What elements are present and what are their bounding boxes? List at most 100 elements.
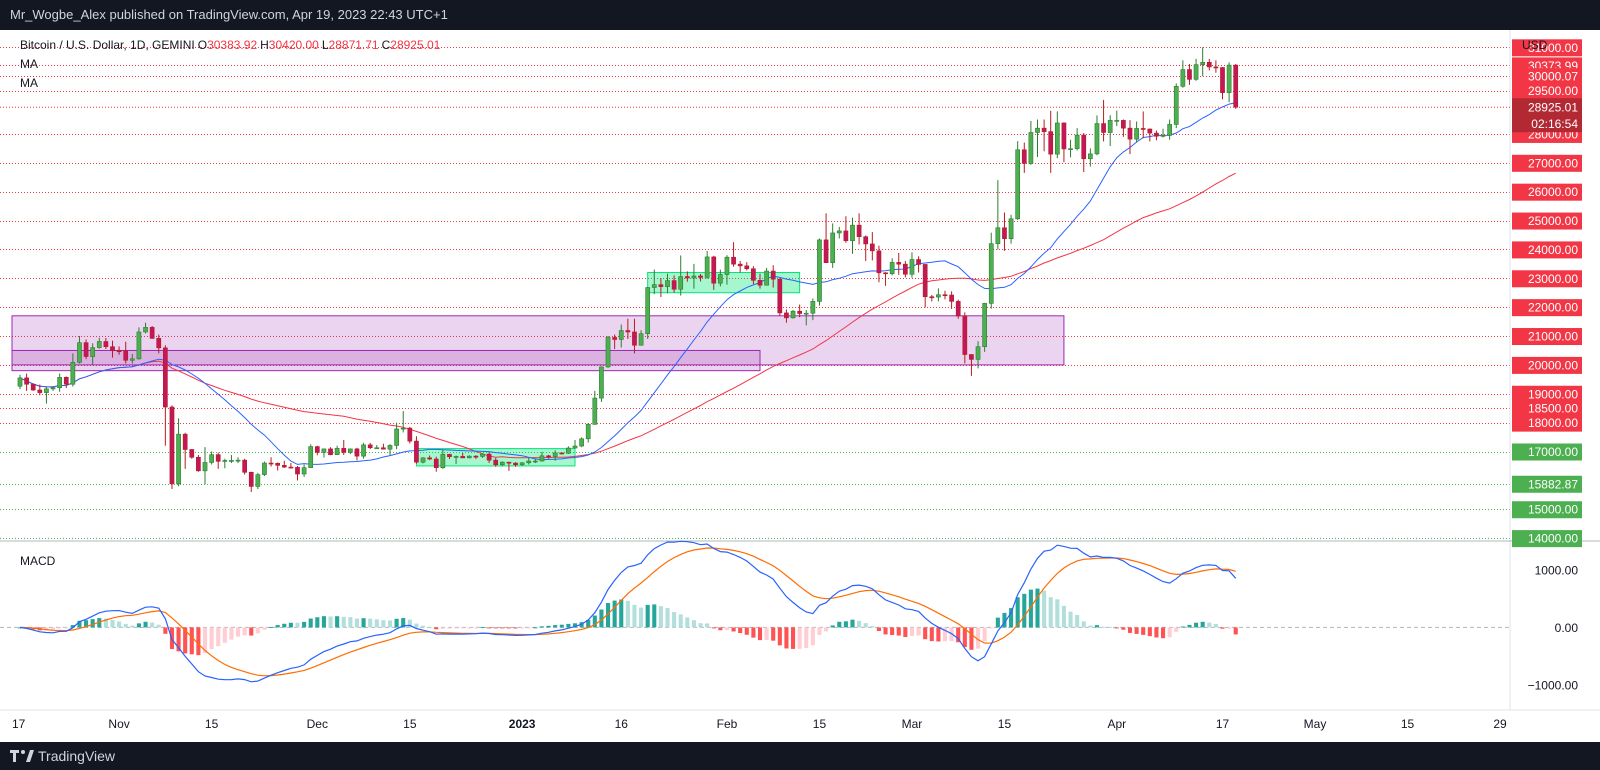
macd-histogram-bar: [923, 627, 928, 640]
candle: [394, 422, 399, 450]
candle: [539, 451, 545, 462]
candle: [922, 264, 928, 308]
candle-body: [486, 453, 492, 461]
macd-histogram-bar: [553, 625, 558, 628]
candle-body: [982, 303, 987, 348]
macd-histogram-bar: [1088, 625, 1093, 628]
macd-histogram-bar: [368, 618, 373, 628]
macd-histogram-bar: [876, 627, 881, 632]
candle: [281, 460, 287, 468]
macd-histogram-bar: [705, 623, 710, 628]
candle-body: [1206, 62, 1212, 68]
macd-histogram-bar: [328, 616, 333, 628]
candle: [737, 260, 743, 273]
candle-body: [493, 459, 499, 466]
legend: Bitcoin / U.S. Dollar, 1D, GEMINI O30383.…: [20, 38, 1548, 568]
candle-body: [810, 301, 816, 314]
macd-histogram-bar: [883, 627, 888, 635]
candle-body: [440, 454, 446, 468]
candle-body: [1114, 120, 1120, 122]
candle: [57, 373, 62, 392]
candle: [268, 457, 274, 467]
macd-histogram-bar: [196, 627, 201, 656]
candle-body: [407, 427, 413, 442]
red-price-label: 22000.00: [1512, 299, 1582, 317]
macd-histogram-bar: [295, 622, 300, 628]
candle: [202, 447, 208, 485]
candle-body: [618, 330, 624, 340]
macd-histogram-bar: [639, 607, 644, 628]
macd-histogram-bar: [235, 627, 241, 637]
legend-symbol[interactable]: Bitcoin / U.S. Dollar, 1D, GEMINI O30383.…: [20, 38, 441, 52]
candle: [129, 353, 135, 364]
zone-boxes: [11, 272, 1065, 467]
candle: [777, 278, 783, 316]
candle: [869, 232, 875, 261]
candle-body: [215, 454, 221, 462]
price-chart[interactable]: 31000.0030373.9930000.0729500.0028000.00…: [0, 30, 1600, 742]
macd-histogram-bar: [440, 627, 445, 629]
currency-label[interactable]: USD: [1522, 38, 1548, 52]
moving-averages: [19, 102, 1236, 465]
time-axis[interactable]: 17 Nov 15 Dec 15 2023 16 Feb 15 Mar 15 Apr 17 May 15 29: [12, 717, 1507, 731]
macd-histogram-bar: [1180, 626, 1185, 628]
macd-histogram-bar: [341, 616, 346, 628]
candle-body: [255, 474, 261, 487]
candle: [533, 458, 538, 464]
candle: [1167, 119, 1172, 140]
candle: [632, 318, 637, 354]
macd-histogram-bar: [850, 619, 855, 628]
candle-body: [248, 471, 254, 487]
candle-body: [863, 236, 869, 245]
macd-histogram-bar: [189, 627, 194, 655]
macd-histogram-bar: [487, 627, 492, 629]
candle-body: [354, 448, 360, 457]
macd-histogram-bar: [229, 627, 234, 640]
macd-histogram-bar: [810, 627, 815, 646]
candle: [341, 439, 347, 455]
macd-histogram-bar: [903, 627, 908, 638]
macd-histogram-bar: [1147, 627, 1152, 637]
candle: [189, 449, 195, 459]
candle-body: [1193, 64, 1199, 80]
macd-title[interactable]: MACD: [20, 554, 56, 568]
candle-body: [889, 262, 895, 274]
candle: [447, 453, 452, 460]
candle-body: [790, 310, 796, 319]
macd-histogram-bar: [665, 608, 670, 628]
macd-histogram-bar: [797, 627, 802, 649]
candle-body: [916, 259, 921, 265]
macd-histogram-bar: [1121, 627, 1126, 630]
brand-name: TradingView: [38, 748, 116, 764]
red-price-label-text: 25000.00: [1528, 214, 1578, 228]
red-price-label: 21000.00: [1512, 328, 1582, 346]
legend-ma-1[interactable]: MA: [20, 57, 38, 71]
macd-histogram-bar: [711, 627, 716, 629]
candle-body: [718, 274, 723, 284]
macd-histogram-bar: [97, 618, 102, 628]
candle-body: [295, 467, 300, 475]
red-price-label-bg: [1512, 183, 1582, 201]
macd-histogram-bar: [599, 609, 604, 628]
candle-body: [559, 452, 565, 455]
candle: [420, 457, 426, 464]
legend-ma-2[interactable]: MA: [20, 76, 38, 90]
price-axis[interactable]: 31000.0030373.9930000.0729500.0028000.00…: [0, 39, 1582, 692]
macd-histogram-bar: [995, 617, 1000, 628]
candle-body: [499, 461, 505, 466]
macd-histogram-bar: [975, 627, 981, 649]
macd-histogram-bar: [962, 627, 967, 648]
macd-histogram-bar: [1134, 627, 1139, 634]
candle: [883, 272, 888, 286]
candle-body: [744, 265, 750, 270]
candle-body: [447, 454, 452, 457]
chart-area[interactable]: 31000.00 30373.99 30000.07 29500.00 28000.00…: [0, 30, 1600, 742]
candle: [143, 322, 148, 334]
candle: [731, 242, 736, 267]
candle-body: [374, 447, 380, 450]
candle: [572, 439, 578, 449]
candle: [751, 266, 756, 285]
candle-body: [850, 224, 855, 242]
candle-body: [202, 462, 208, 472]
candle: [638, 330, 644, 346]
